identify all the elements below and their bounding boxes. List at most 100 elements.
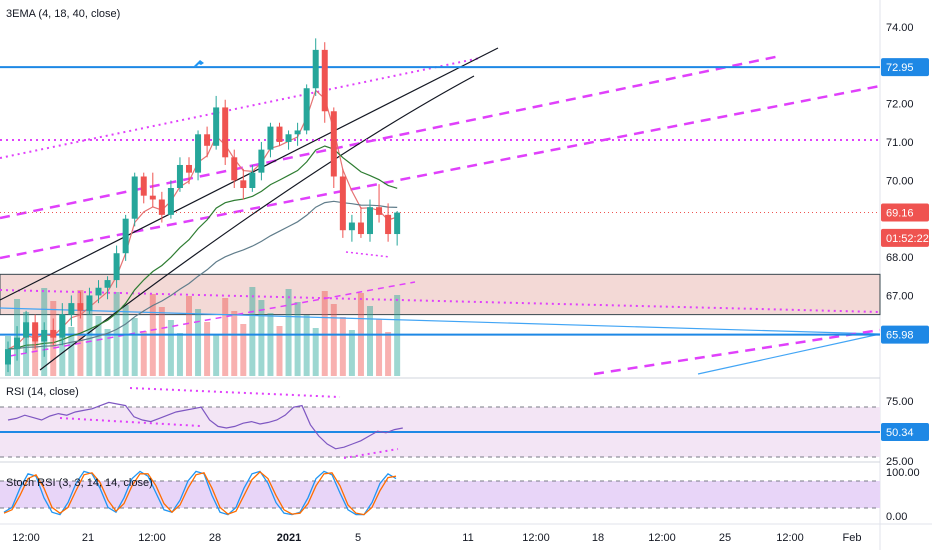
price-badge-bg bbox=[881, 58, 929, 77]
candle bbox=[176, 157, 183, 192]
volume-bar bbox=[131, 318, 138, 376]
stoch-label[interactable]: Stoch RSI (3, 3, 14, 14, close) bbox=[6, 477, 153, 489]
candle-body bbox=[176, 164, 183, 188]
candle bbox=[376, 184, 383, 223]
candle-body bbox=[321, 49, 328, 112]
time-tick-label: Feb bbox=[843, 532, 862, 544]
candle bbox=[213, 95, 220, 150]
trend-dashed-low bbox=[9, 281, 416, 357]
time-tick-label: 18 bbox=[592, 532, 604, 544]
price-tick-label: 74.00 bbox=[886, 22, 914, 34]
price-badge-bg bbox=[881, 203, 929, 222]
rsi-line bbox=[7, 401, 403, 450]
candle bbox=[50, 318, 57, 346]
candle-body bbox=[104, 280, 111, 288]
trend-lines[interactable] bbox=[0, 47, 881, 376]
stoch-band bbox=[0, 481, 880, 508]
candle bbox=[240, 168, 247, 200]
time-tick-label: 25 bbox=[719, 532, 731, 544]
time-tick-label: 12:00 bbox=[522, 532, 550, 544]
trend-small-base bbox=[345, 251, 391, 258]
ema-line-40 bbox=[7, 200, 398, 350]
candle-body bbox=[140, 176, 147, 196]
candle bbox=[14, 326, 21, 361]
trend-blue-line bbox=[0, 307, 881, 335]
rsi-label[interactable]: RSI (14, close) bbox=[6, 386, 79, 398]
volume-bar bbox=[249, 287, 256, 376]
ema-indicator-label[interactable]: 3EMA (4, 18, 40, close) bbox=[6, 8, 120, 20]
candle-body bbox=[376, 207, 383, 215]
stoch-pane: 100.00 0.00 bbox=[0, 467, 920, 523]
candle-body bbox=[258, 149, 265, 173]
volume-bar bbox=[348, 330, 355, 376]
candle bbox=[330, 107, 337, 188]
trend-dotted-top bbox=[0, 57, 481, 159]
price-badge-text: 72.95 bbox=[886, 62, 914, 74]
candle bbox=[5, 341, 11, 373]
time-tick-label: 2021 bbox=[277, 532, 301, 544]
candle bbox=[23, 310, 30, 353]
candle bbox=[195, 130, 202, 181]
candle-body bbox=[77, 303, 84, 311]
stoch-tick-label: 0.00 bbox=[886, 511, 907, 523]
rsi-tick-label: 25.00 bbox=[886, 456, 914, 468]
candle-body bbox=[303, 88, 310, 131]
candle-body bbox=[195, 134, 202, 173]
time-axis-ticks: 12:00 21 12:00 28 2021 5 11 12:00 18 12:00 25 12:00… bbox=[12, 532, 861, 544]
volume-bar bbox=[240, 324, 247, 376]
time-tick-label: 21 bbox=[82, 532, 94, 544]
volume-bar bbox=[294, 302, 301, 376]
time-tick-label: 12:00 bbox=[648, 532, 676, 544]
candle-body bbox=[86, 295, 93, 311]
candle bbox=[32, 314, 39, 350]
price-badge-text: 01:52:22 bbox=[886, 233, 929, 245]
candle-body bbox=[149, 195, 156, 200]
candle bbox=[339, 168, 346, 238]
volume-bar bbox=[231, 311, 238, 376]
candle bbox=[167, 180, 174, 219]
volume-bar bbox=[176, 333, 183, 376]
price-tick-label: 72.00 bbox=[886, 99, 914, 111]
candle bbox=[122, 214, 129, 261]
candle bbox=[95, 280, 102, 304]
volume-bar bbox=[158, 307, 165, 376]
volume-bar bbox=[86, 303, 93, 376]
candle-body bbox=[95, 287, 102, 296]
candle bbox=[276, 122, 283, 146]
volume-bar bbox=[167, 320, 174, 376]
candle bbox=[204, 126, 211, 158]
candle bbox=[149, 172, 156, 208]
candle-body bbox=[240, 180, 247, 188]
candle-body bbox=[231, 157, 238, 181]
candle-body bbox=[385, 214, 392, 235]
time-tick-label: 28 bbox=[209, 532, 221, 544]
candle-body bbox=[131, 176, 138, 219]
candle bbox=[267, 122, 274, 158]
price-badge-bg bbox=[881, 325, 929, 344]
candle-body bbox=[285, 134, 292, 142]
candle bbox=[394, 211, 401, 246]
volume-bar bbox=[140, 331, 147, 376]
candle-body bbox=[339, 176, 346, 231]
volume-bar bbox=[385, 332, 392, 376]
price-badge-bg bbox=[881, 228, 929, 247]
time-tick-label: 12:00 bbox=[776, 532, 804, 544]
channel-line-mid bbox=[0, 54, 781, 220]
volume-bar bbox=[213, 335, 220, 376]
volume-bar bbox=[267, 313, 274, 376]
volume-bar bbox=[195, 309, 202, 376]
pencil-icon[interactable] bbox=[194, 60, 204, 68]
volume-bar bbox=[204, 322, 211, 376]
candle bbox=[158, 191, 165, 223]
channel-line-lower bbox=[593, 328, 881, 376]
volume-bar bbox=[339, 317, 346, 376]
candle-body bbox=[5, 349, 11, 365]
time-tick-label: 12:00 bbox=[12, 532, 40, 544]
time-tick-label: 11 bbox=[462, 532, 473, 544]
candle-body bbox=[267, 126, 274, 150]
price-tick-label: 70.00 bbox=[886, 175, 914, 187]
candle-body bbox=[312, 49, 319, 89]
rsi-trend-dotted bbox=[129, 387, 341, 398]
horizontal-levels[interactable] bbox=[0, 66, 880, 336]
